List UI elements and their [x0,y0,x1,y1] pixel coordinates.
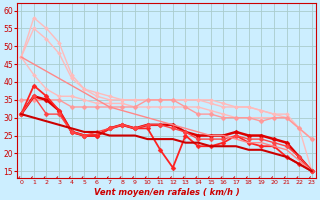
X-axis label: Vent moyen/en rafales ( km/h ): Vent moyen/en rafales ( km/h ) [94,188,239,197]
